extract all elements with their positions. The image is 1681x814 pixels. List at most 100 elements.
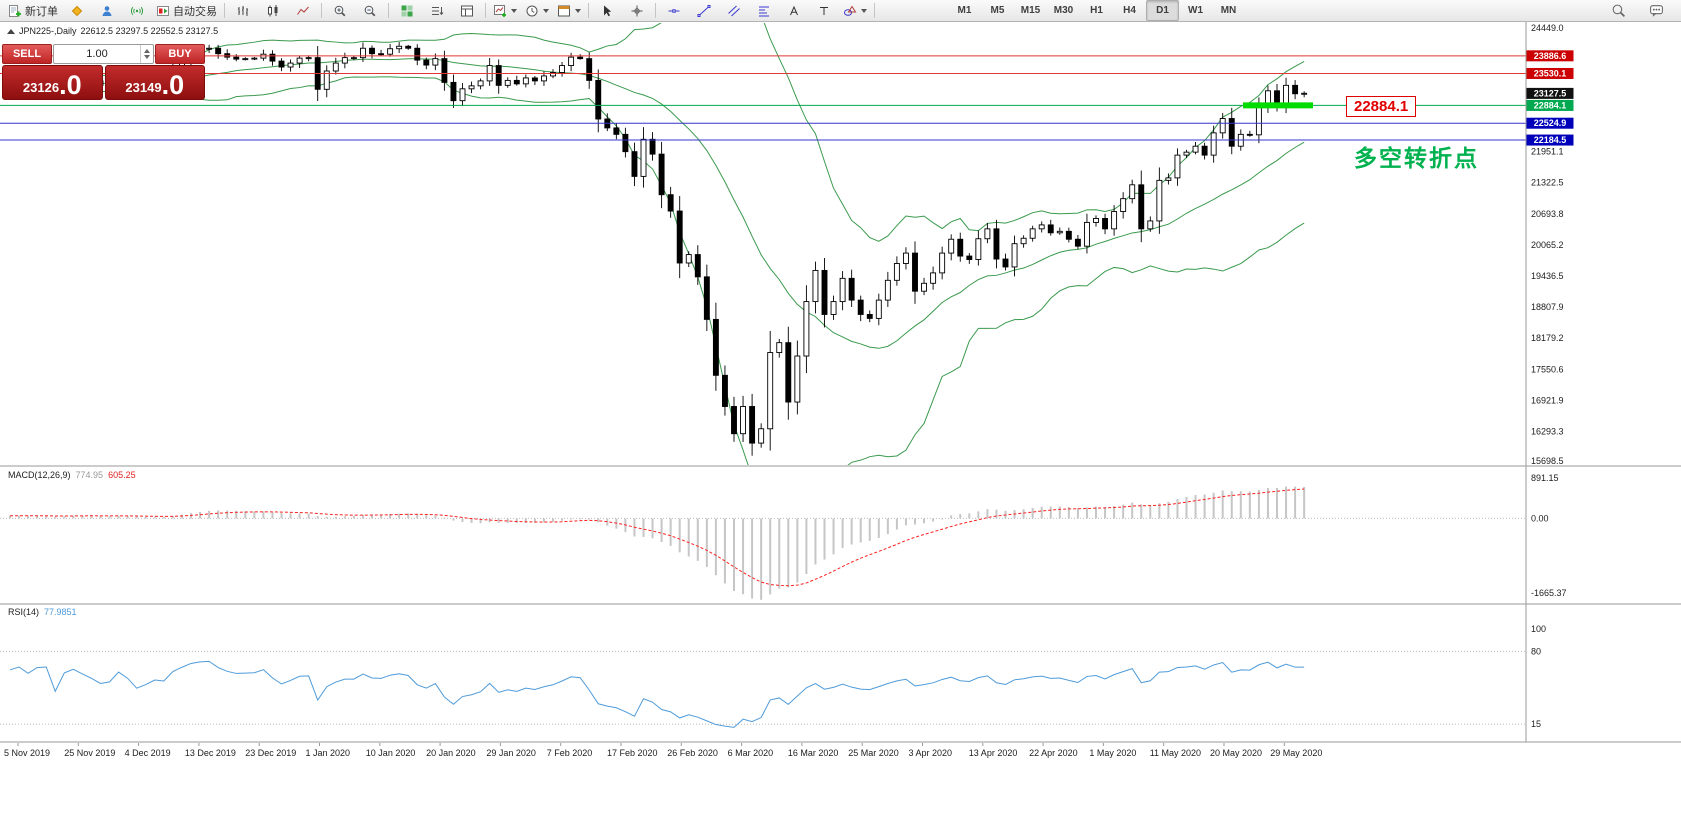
signals-button[interactable] xyxy=(122,0,152,21)
chart-header: JPN225-,Daily 22612.5 23297.5 22552.5 23… xyxy=(7,26,218,36)
date-label: 25 Mar 2020 xyxy=(848,748,899,758)
community-icon xyxy=(100,4,114,18)
zoom-in-button[interactable] xyxy=(325,0,355,21)
axis-label-box-23127.5 xyxy=(1526,87,1574,99)
new-order-label: 新订单 xyxy=(25,5,58,18)
timeframe-button-H4[interactable]: H4 xyxy=(1123,5,1136,16)
toolbar-separator xyxy=(388,3,389,18)
timeframe-button-W1[interactable]: W1 xyxy=(1188,5,1203,16)
bar-chart-button[interactable] xyxy=(228,0,258,21)
zoom-out-button[interactable] xyxy=(355,0,385,21)
dropdown-caret-icon xyxy=(575,8,581,13)
timeframe-button-H1[interactable]: H1 xyxy=(1090,5,1103,16)
search-button[interactable] xyxy=(1603,0,1633,21)
new-order-icon xyxy=(8,4,22,18)
horizontal-line-tool-button[interactable] xyxy=(659,0,689,21)
macd-signal-line xyxy=(9,488,1305,587)
timeframe-button-M1[interactable]: M1 xyxy=(957,5,972,16)
volume-decrease-icon[interactable] xyxy=(144,55,150,59)
date-label: 17 Feb 2020 xyxy=(607,748,658,758)
autotrading-button[interactable]: 自动交易 xyxy=(152,0,221,21)
date-label: 13 Dec 2019 xyxy=(185,748,236,758)
axis-label-23886.6: 23886.6 xyxy=(1534,51,1567,61)
crosshair-button[interactable] xyxy=(622,0,652,21)
label-tool-icon xyxy=(817,4,831,18)
indicators-list-button[interactable] xyxy=(422,0,452,21)
macd-tick: -1665.37 xyxy=(1531,588,1567,598)
collapse-icon[interactable] xyxy=(7,28,15,34)
date-label: 20 May 2020 xyxy=(1210,748,1262,758)
date-label: 6 Mar 2020 xyxy=(728,748,774,758)
timeframe-button-MN[interactable]: MN xyxy=(1220,5,1237,16)
note-annotation[interactable]: 多空转折点 xyxy=(1354,145,1479,171)
text-tool-button[interactable] xyxy=(779,0,809,21)
date-label: 20 Jan 2020 xyxy=(426,748,476,758)
templates-button[interactable] xyxy=(553,0,585,21)
rsi-tick: 80 xyxy=(1531,646,1541,656)
signals-icon xyxy=(130,4,144,18)
data-window-button[interactable] xyxy=(452,0,482,21)
tile-windows-icon xyxy=(400,4,414,18)
dropdown-caret-icon xyxy=(511,8,517,13)
chat-button[interactable] xyxy=(1641,0,1671,21)
indicators-list-icon xyxy=(430,4,444,18)
rsi-value: 77.9851 xyxy=(44,607,77,617)
candlestick-chart-button[interactable] xyxy=(258,0,288,21)
date-label: 5 Nov 2019 xyxy=(4,748,50,758)
buy-button[interactable]: BUY xyxy=(155,44,205,64)
axis-label-box-22524.9 xyxy=(1526,117,1574,129)
label-tool-button[interactable] xyxy=(809,0,839,21)
axis-label-box-23530.1 xyxy=(1526,67,1574,79)
trendline-icon xyxy=(697,4,711,18)
timeframe-button-M5[interactable]: M5 xyxy=(990,5,1005,16)
sell-button[interactable]: SELL xyxy=(2,44,52,64)
period-button[interactable] xyxy=(521,0,553,21)
price-axis-labels: 24449.0 21951.1 21322.5 20693.8 20065.2 19436… xyxy=(1526,23,1574,729)
date-label: 7 Feb 2020 xyxy=(547,748,593,758)
tile-windows-button[interactable] xyxy=(392,0,422,21)
axis-label-box-22184.5 xyxy=(1526,134,1574,146)
date-label: 29 Jan 2020 xyxy=(486,748,536,758)
date-label: 26 Feb 2020 xyxy=(667,748,718,758)
bollinger-middle-band xyxy=(9,58,1305,349)
shapes-tool-button[interactable] xyxy=(839,0,871,21)
timeframe-button-D1[interactable]: D1 xyxy=(1146,0,1179,21)
fibonacci-tool-button[interactable] xyxy=(749,0,779,21)
price-tick: 17550.6 xyxy=(1531,364,1564,374)
community-button[interactable] xyxy=(92,0,122,21)
timeframe-group: M1 M5 M15 M30 H1 H4 D1 W1 MN xyxy=(948,0,1245,21)
macd-tick: 0.00 xyxy=(1531,513,1549,523)
channel-tool-button[interactable] xyxy=(719,0,749,21)
timeframe-button-M30[interactable]: M30 xyxy=(1053,5,1074,16)
new-chart-button[interactable] xyxy=(489,0,521,21)
trendline-tool-button[interactable] xyxy=(689,0,719,21)
cursor-icon xyxy=(600,4,614,18)
dropdown-caret-icon xyxy=(861,8,867,13)
price-callout-label[interactable]: 22884.1 xyxy=(1346,96,1417,117)
date-axis[interactable]: 5 Nov 2019 25 Nov 2019 4 Dec 2019 13 Dec 20… xyxy=(4,743,1322,758)
market-button[interactable] xyxy=(62,0,92,21)
new-order-button[interactable]: 新订单 xyxy=(4,0,62,21)
rsi-tick: 100 xyxy=(1531,624,1546,634)
axis-label-22884.1: 22884.1 xyxy=(1534,100,1567,110)
volume-increase-icon[interactable] xyxy=(144,49,150,53)
date-label: 10 Jan 2020 xyxy=(366,748,416,758)
zoom-out-icon xyxy=(363,4,377,18)
sell-price-button[interactable]: 23126.0 xyxy=(2,65,103,100)
date-label: 23 Dec 2019 xyxy=(245,748,296,758)
templates-icon xyxy=(557,4,571,18)
date-label: 13 Apr 2020 xyxy=(969,748,1018,758)
text-tool-icon xyxy=(787,4,801,18)
line-chart-button[interactable] xyxy=(288,0,318,21)
macd-tick: 891.15 xyxy=(1531,473,1559,483)
channel-icon xyxy=(727,4,741,18)
timeframe-button-M15[interactable]: M15 xyxy=(1020,5,1041,16)
cursor-button[interactable] xyxy=(592,0,622,21)
autotrading-icon xyxy=(156,4,170,18)
buy-price-button[interactable]: 23149.0 xyxy=(104,65,205,100)
chart-symbol: JPN225-,Daily xyxy=(19,26,77,36)
axis-label-box-23886.6 xyxy=(1526,50,1574,62)
volume-input[interactable]: 1.00 xyxy=(53,44,154,64)
toolbar-separator xyxy=(224,3,225,18)
